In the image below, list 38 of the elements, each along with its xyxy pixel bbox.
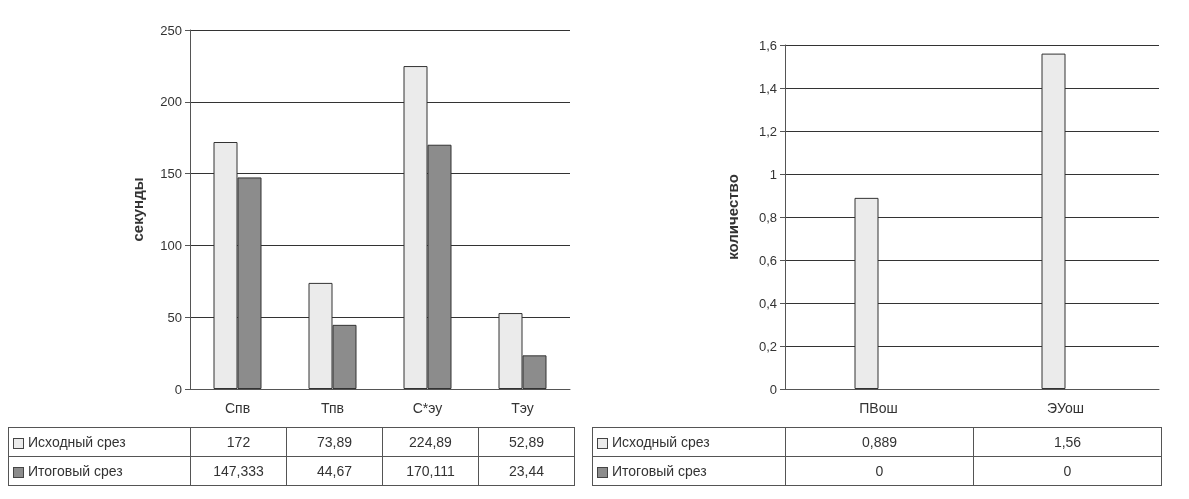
legend-label: Исходный срез (592, 427, 786, 457)
data-label: 0 (973, 456, 1162, 486)
legend-label: Исходный срез (8, 427, 191, 457)
x-tick-label: Тэу (511, 400, 534, 416)
data-label: 172 (190, 427, 287, 457)
y-tick-label: 250 (160, 22, 182, 38)
data-label: 44,67 (286, 456, 383, 486)
y-tick-label: 200 (160, 94, 182, 110)
legend-label: Итоговый срез (8, 456, 191, 486)
x-tick-label: ЭУош (1046, 400, 1085, 416)
y-tick-label: 1,6 (758, 37, 777, 53)
y-tick-label: 1 (769, 166, 777, 182)
data-label: 0,889 (785, 427, 974, 457)
y-tick-label: 150 (160, 166, 182, 182)
data-label: 73,89 (286, 427, 383, 457)
data-label: 1,56 (973, 427, 1162, 457)
data-label: 170,111 (382, 456, 479, 486)
y-tick-label: 1,2 (758, 123, 777, 139)
y-tick-label: 1,4 (758, 80, 777, 96)
legend-label: Итоговый срез (592, 456, 786, 486)
y-tick-label: 100 (160, 237, 182, 253)
data-label: 23,44 (478, 456, 575, 486)
y-axis-title: количество (724, 174, 741, 260)
y-tick-label: 50 (167, 309, 182, 325)
x-tick-label: Тпв (321, 400, 344, 416)
y-axis-title: секунды (129, 177, 146, 242)
y-tick-label: 0,4 (758, 295, 777, 311)
y-tick-label: 0 (769, 381, 777, 397)
y-tick-label: 0,8 (758, 209, 777, 225)
data-label: 147,333 (190, 456, 287, 486)
x-tick-label: Спв (224, 400, 251, 416)
y-tick-label: 0 (174, 381, 182, 397)
x-tick-label: С*эу (412, 400, 443, 416)
data-label: 52,89 (478, 427, 575, 457)
x-tick-label: ПВош (859, 400, 898, 416)
y-tick-label: 0,2 (758, 338, 777, 354)
data-label: 224,89 (382, 427, 479, 457)
y-tick-label: 0,6 (758, 252, 777, 268)
